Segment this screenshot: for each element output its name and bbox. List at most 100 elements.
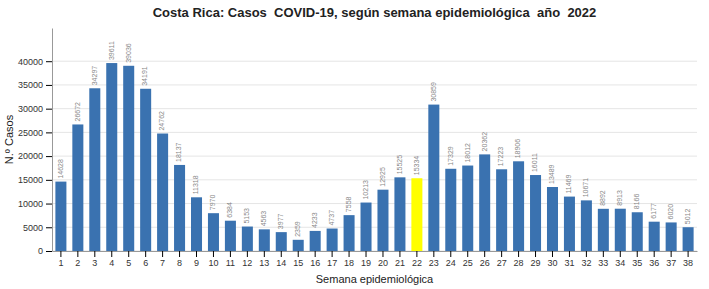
bar [513,161,524,251]
x-tick: 8 [177,251,182,268]
y-tick: 15000 [18,175,52,185]
data-label: 5153 [243,208,250,224]
x-tick: 9 [194,251,199,268]
x-tick: 26 [480,251,490,268]
bar [157,134,168,251]
x-tick: 32 [581,251,591,268]
bar [225,221,236,251]
tick-mark [688,251,689,257]
x-tick: 13 [259,251,269,268]
tick-mark [264,251,265,257]
plot: 1234567891011121314151617181920212223242… [18,29,698,269]
x-tick: 29 [531,251,541,268]
tick-label: 1 [58,258,63,268]
x-tick: 16 [310,251,320,268]
tick-label: 18 [344,258,354,268]
tick-label: 35 [632,258,642,268]
x-tick: 7 [160,251,165,268]
bar [259,229,270,251]
tick-mark [637,251,638,257]
tick-mark [332,251,333,257]
data-label: 8913 [616,190,623,206]
tick-label: 26 [480,258,490,268]
data-label: 11318 [192,175,199,194]
x-tick: 23 [429,251,439,268]
tick-mark [552,251,553,257]
bar [479,154,490,251]
data-label: 24762 [158,111,165,131]
tick-label: 24 [446,258,456,268]
bars [55,63,693,251]
tick-mark [247,251,248,257]
axis-line [53,251,698,252]
tick-label: 20 [378,258,388,268]
data-label: 4563 [260,211,267,227]
tick-mark [603,251,604,257]
tick-mark [366,251,367,257]
tick-label: 16 [310,258,320,268]
data-label: 20362 [481,132,488,152]
tick-mark [298,251,299,257]
data-label: 26672 [74,102,81,122]
tick-mark [620,251,621,257]
tick-mark [179,251,180,257]
data-label: 30859 [430,82,437,102]
bar [615,209,626,251]
tick-mark [535,251,536,257]
tick-label: 0 [38,246,43,256]
x-tick: 25 [463,251,473,268]
bar [72,124,83,251]
x-tick: 19 [361,251,371,268]
data-label: 17329 [447,146,454,166]
tick-mark [46,132,52,133]
tick-mark [518,251,519,257]
tick-mark [569,251,570,257]
x-tick: 5 [126,251,131,268]
bar [174,165,185,251]
tick-mark [315,251,316,257]
x-tick: 4 [109,251,114,268]
bar [276,232,287,251]
bar [361,203,372,251]
tick-label: 27 [497,258,507,268]
bar [581,200,592,251]
tick-label: 40000 [18,57,43,67]
x-tick: 20 [378,251,388,268]
tick-label: 5000 [23,223,43,233]
bar [462,166,473,251]
x-tick: 36 [649,251,659,268]
data-label: 13489 [548,164,555,184]
data-labels: 1462826672342973961139036341912476218137… [57,41,691,237]
tick-label: 10000 [18,199,43,209]
x-tick: 18 [344,251,354,268]
bar [191,197,202,251]
data-label: 12925 [379,167,386,187]
tick-mark [46,85,52,86]
tick-mark [399,251,400,257]
tick-mark [46,204,52,205]
data-label: 17223 [497,147,504,167]
tick-mark [145,251,146,257]
bar [496,169,507,251]
data-label: 8166 [633,194,640,210]
grid-line [52,84,697,85]
tick-label: 9 [194,258,199,268]
y-tick: 40000 [18,57,52,67]
tick-label: 30000 [18,104,43,114]
data-label: 3977 [277,213,284,229]
x-tick: 3 [92,251,97,268]
tick-label: 34 [615,258,625,268]
tick-label: 22 [412,258,422,268]
data-label: 8892 [599,190,606,206]
tick-label: 10 [208,258,218,268]
tick-label: 37 [666,258,676,268]
x-tick: 2 [75,251,80,268]
x-tick: 11 [226,251,235,268]
tick-label: 17 [327,258,337,268]
tick-label: 35000 [18,80,43,90]
data-label: 18906 [514,139,521,159]
tick-label: 7 [160,258,165,268]
data-label: 16011 [531,153,538,172]
y-tick: 20000 [18,151,52,161]
data-label: 6177 [650,203,657,219]
